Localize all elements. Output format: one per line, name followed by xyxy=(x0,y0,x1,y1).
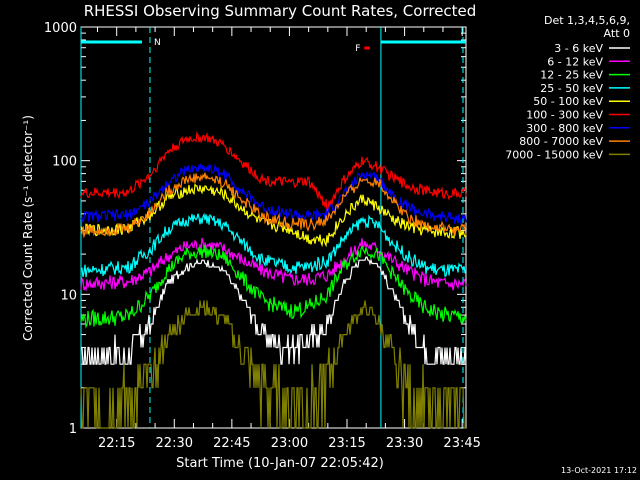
legend-label: 6 - 12 keV xyxy=(547,55,603,68)
x-tick-label: 23:00 xyxy=(271,436,308,451)
x-tick-label: 23:45 xyxy=(443,436,480,451)
y-tick-label: 10 xyxy=(60,288,77,303)
legend-header-line-2: Att 0 xyxy=(604,27,630,40)
x-tick-label: 22:45 xyxy=(213,436,250,451)
legend-label: 50 - 100 keV xyxy=(533,95,603,108)
x-axis-ticks: 22:15 22:30 22:45 23:00 23:15 23:30 23:45 xyxy=(97,27,481,451)
series-lines xyxy=(80,131,467,429)
y-axis-ticks: 1 10 100 1000 xyxy=(44,21,466,437)
series-line xyxy=(81,256,467,365)
legend-label: 300 - 800 keV xyxy=(526,122,603,135)
night-label: N xyxy=(154,38,161,48)
legend-label: 7000 - 15000 keV xyxy=(505,148,603,161)
series-line xyxy=(80,162,467,226)
legend-label: 3 - 6 keV xyxy=(554,42,603,55)
y-tick-label: 100 xyxy=(52,155,77,170)
series-line xyxy=(80,244,467,329)
series-line xyxy=(80,237,467,292)
x-tick-label: 22:15 xyxy=(98,436,135,451)
legend-header-line-1: Det 1,3,4,5,6,9, xyxy=(544,14,630,27)
series-line xyxy=(80,131,467,212)
x-axis-label: Start Time (10-Jan-07 22:05:42) xyxy=(176,456,384,471)
legend-label: 12 - 25 keV xyxy=(540,69,603,82)
series-line xyxy=(80,300,466,429)
y-axis-label: Corrected Count Rate (s⁻¹ detector⁻¹) xyxy=(21,115,35,341)
legend-label: 800 - 7000 keV xyxy=(519,135,603,148)
series-line xyxy=(80,212,467,278)
legend-label: 100 - 300 keV xyxy=(526,109,603,122)
x-tick-label: 23:30 xyxy=(386,436,423,451)
flare-label: F xyxy=(355,44,360,54)
y-tick-label: 1 xyxy=(69,422,77,437)
x-tick-label: 23:15 xyxy=(328,436,365,451)
series-line xyxy=(80,172,467,239)
legend-label: 25 - 50 keV xyxy=(540,82,603,95)
y-tick-label: 1000 xyxy=(44,21,77,36)
footer-date: 13-Oct-2021 17:12 xyxy=(561,466,637,475)
x-tick-label: 22:30 xyxy=(156,436,193,451)
chart-title: RHESSI Observing Summary Count Rates, Co… xyxy=(84,2,477,20)
